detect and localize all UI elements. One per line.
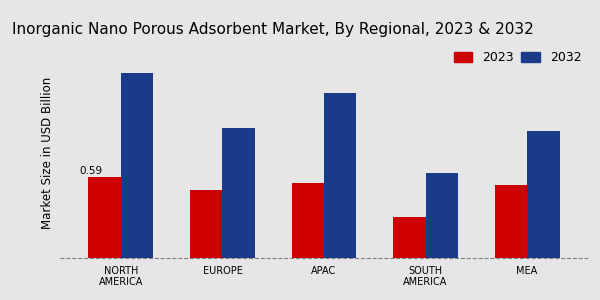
Bar — [393, 217, 425, 258]
Bar — [121, 73, 154, 258]
Bar — [88, 177, 121, 258]
Bar — [190, 190, 223, 258]
Text: Inorganic Nano Porous Adsorbent Market, By Regional, 2023 & 2032: Inorganic Nano Porous Adsorbent Market, … — [13, 22, 534, 37]
Legend: 2023, 2032: 2023, 2032 — [454, 51, 582, 64]
Bar — [292, 183, 324, 258]
Bar — [494, 185, 527, 258]
Bar — [425, 173, 458, 258]
Bar — [324, 93, 356, 258]
Text: 0.59: 0.59 — [80, 166, 103, 176]
Bar — [223, 128, 255, 258]
Y-axis label: Market Size in USD Billion: Market Size in USD Billion — [41, 77, 55, 229]
Bar — [527, 130, 560, 258]
